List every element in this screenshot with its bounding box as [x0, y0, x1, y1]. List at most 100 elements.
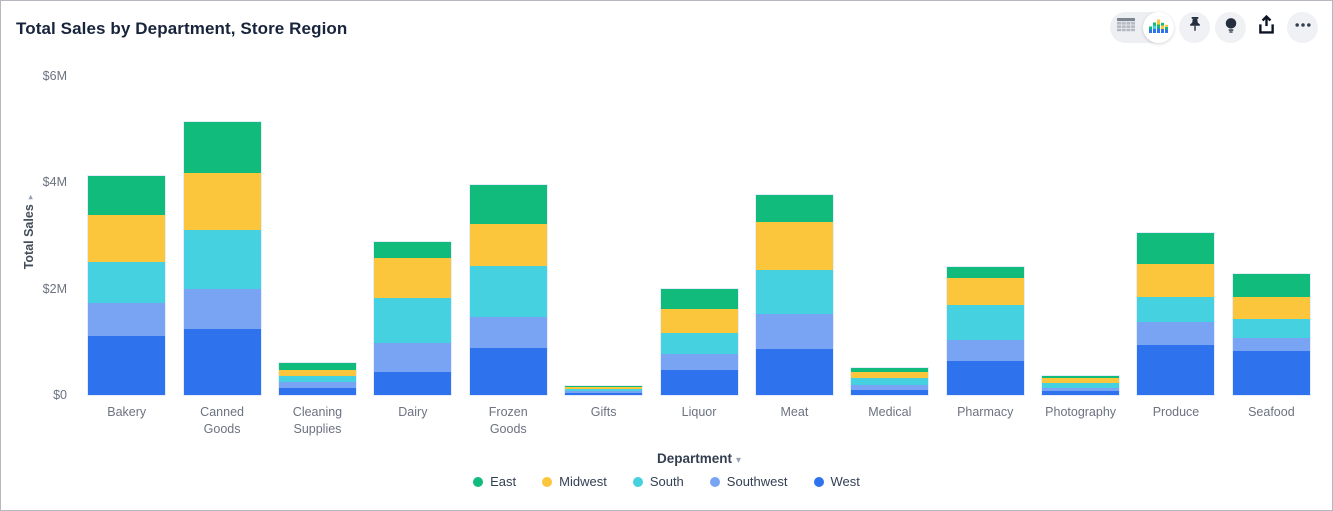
bar-segment-midwest[interactable]: [183, 172, 261, 231]
bar-segment-midwest[interactable]: [660, 308, 738, 334]
bar-slot: Canned Goods: [174, 76, 269, 436]
stacked-bar[interactable]: [1041, 374, 1121, 397]
bar-segment-southwest[interactable]: [374, 342, 452, 372]
bar-segment-west[interactable]: [374, 371, 452, 395]
bar-segment-south[interactable]: [660, 333, 738, 354]
bar-segment-southwest[interactable]: [1137, 321, 1215, 345]
bar-segment-east[interactable]: [565, 385, 643, 387]
x-axis-title-text: Department: [656, 451, 732, 466]
x-category-label: Produce: [1152, 405, 1200, 419]
bar-segment-midwest[interactable]: [1137, 264, 1215, 298]
bar-segment-west[interactable]: [88, 335, 166, 395]
share-button[interactable]: [1251, 12, 1282, 43]
bar-segment-west[interactable]: [660, 369, 738, 395]
bar-segment-midwest[interactable]: [1042, 377, 1120, 383]
legend-item-midwest[interactable]: Midwest: [542, 474, 607, 489]
x-category-label: Frozen Goods: [488, 405, 528, 436]
table-view-toggle-button[interactable]: [1110, 12, 1142, 43]
insights-button[interactable]: [1215, 12, 1246, 43]
bar-segment-southwest[interactable]: [1232, 337, 1310, 352]
bar-segment-southwest[interactable]: [183, 288, 261, 330]
bar-segment-south[interactable]: [565, 388, 643, 391]
bar-segment-south[interactable]: [278, 375, 356, 383]
stacked-bar[interactable]: [373, 240, 453, 397]
bar-segment-east[interactable]: [469, 184, 547, 224]
stacked-bar[interactable]: [1136, 232, 1216, 396]
bar-segment-southwest[interactable]: [469, 317, 547, 349]
bar-segment-east[interactable]: [660, 288, 738, 309]
bar-segment-east[interactable]: [278, 363, 356, 370]
bar-segment-west[interactable]: [946, 361, 1024, 395]
bar-segment-west[interactable]: [278, 387, 356, 395]
bar-segment-west[interactable]: [1232, 351, 1310, 395]
bar-segment-south[interactable]: [469, 266, 547, 318]
stacked-bar[interactable]: [1231, 272, 1311, 397]
bar-segment-west[interactable]: [469, 348, 547, 395]
bar-segment-south[interactable]: [755, 269, 833, 315]
stacked-bar[interactable]: [182, 120, 262, 397]
bar-segment-midwest[interactable]: [88, 215, 166, 263]
bar-segment-southwest[interactable]: [278, 382, 356, 388]
stacked-bar[interactable]: [468, 183, 548, 397]
bar-segment-south[interactable]: [946, 304, 1024, 340]
bar-segment-east[interactable]: [755, 195, 833, 222]
bar-segment-west[interactable]: [1137, 345, 1215, 395]
stacked-bar[interactable]: [659, 287, 739, 397]
bar-segment-midwest[interactable]: [1232, 297, 1310, 319]
pin-button[interactable]: [1179, 12, 1210, 43]
bar-segment-midwest[interactable]: [851, 372, 929, 379]
bar-segment-east[interactable]: [1137, 233, 1215, 265]
stacked-bar[interactable]: [564, 384, 644, 397]
bar-segment-west[interactable]: [565, 392, 643, 395]
bar-segment-midwest[interactable]: [565, 386, 643, 389]
bar-slot: Cleaning Supplies: [270, 76, 365, 436]
bar-segment-south[interactable]: [851, 378, 929, 385]
bar-segment-south[interactable]: [1137, 297, 1215, 322]
bar-slot: Medical: [842, 76, 937, 419]
legend-item-west[interactable]: West: [813, 474, 860, 489]
bar-segment-south[interactable]: [1042, 382, 1120, 389]
legend-item-south[interactable]: South: [632, 474, 684, 489]
stacked-bar[interactable]: [87, 175, 167, 396]
legend-item-east[interactable]: East: [473, 474, 516, 489]
bar-segment-south[interactable]: [1232, 318, 1310, 338]
bar-segment-east[interactable]: [1042, 375, 1120, 378]
bar-segment-west[interactable]: [1042, 391, 1120, 395]
bar-segment-east[interactable]: [374, 241, 452, 258]
x-category-label: Cleaning Supplies: [292, 405, 343, 436]
bar-segment-midwest[interactable]: [469, 223, 547, 267]
stacked-bar[interactable]: [754, 194, 834, 396]
bar-segment-southwest[interactable]: [660, 353, 738, 370]
bar-segment-midwest[interactable]: [278, 369, 356, 376]
bar-segment-midwest[interactable]: [755, 221, 833, 270]
bar-segment-south[interactable]: [374, 298, 452, 343]
stacked-bar[interactable]: [945, 266, 1025, 396]
bar-segment-west[interactable]: [183, 329, 261, 395]
legend-item-southwest[interactable]: Southwest: [709, 474, 788, 489]
bar-segment-southwest[interactable]: [946, 339, 1024, 361]
bar-segment-southwest[interactable]: [88, 302, 166, 336]
bar-segment-midwest[interactable]: [374, 257, 452, 299]
stacked-bar[interactable]: [850, 366, 930, 397]
bar-segment-east[interactable]: [88, 176, 166, 216]
bar-segment-southwest[interactable]: [565, 390, 643, 393]
bar-segment-southwest[interactable]: [755, 314, 833, 350]
bar-segment-east[interactable]: [851, 367, 929, 373]
bar-segment-south[interactable]: [88, 262, 166, 303]
chart-view-toggle-button[interactable]: [1143, 12, 1174, 43]
stacked-bar[interactable]: [277, 362, 357, 396]
bar-segment-west[interactable]: [851, 389, 929, 395]
x-category-label: Liquor: [681, 405, 717, 419]
bar-segment-east[interactable]: [1232, 273, 1310, 298]
bar-segment-south[interactable]: [183, 230, 261, 289]
bar-slot: Produce: [1128, 76, 1223, 419]
bar-segment-east[interactable]: [183, 121, 261, 173]
bar-segment-southwest[interactable]: [1042, 388, 1120, 392]
bar-segment-southwest[interactable]: [851, 384, 929, 390]
bar-segment-west[interactable]: [755, 349, 833, 395]
plot-area: Bakery Canned Goods Cleaning Supplies Dairy Fr…: [79, 76, 1319, 436]
bar-segment-east[interactable]: [946, 267, 1024, 279]
bar-segment-midwest[interactable]: [946, 278, 1024, 305]
more-options-button[interactable]: [1287, 12, 1318, 43]
x-axis-title[interactable]: Department ▾: [79, 451, 1319, 466]
